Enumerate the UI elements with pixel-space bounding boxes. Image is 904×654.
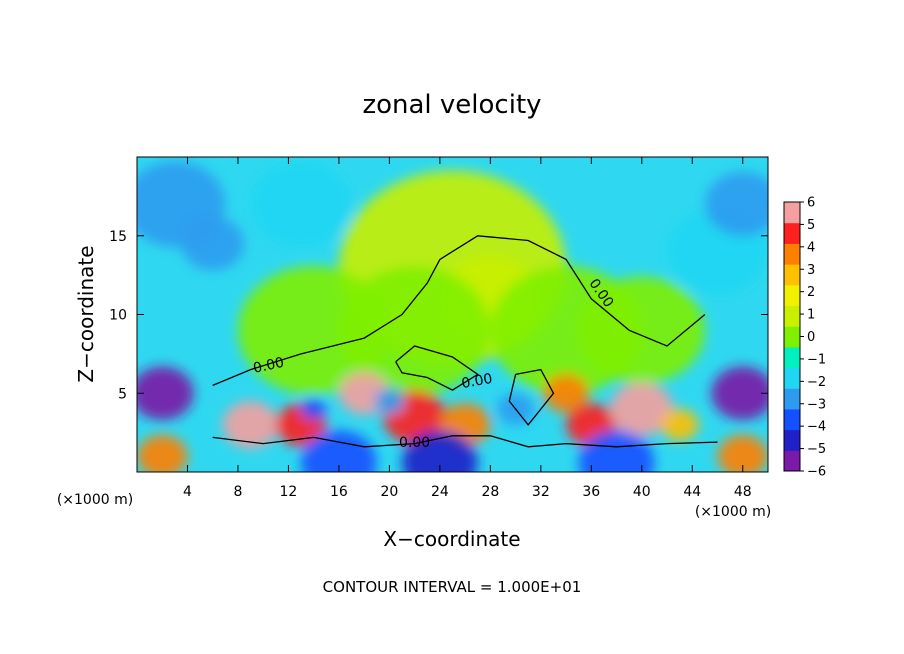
heatmap-blob-22 [374, 388, 405, 414]
colorbar-tick-label-11: −5 [807, 442, 826, 457]
heatmap-field [137, 161, 768, 472]
contour-line-1 [212, 435, 718, 448]
x-unit-right: (×1000 m) [695, 504, 771, 520]
x-tick-label-9: 40 [633, 484, 651, 500]
heatmap-blob-16 [543, 373, 589, 413]
x-unit-left: (×1000 m) [57, 492, 133, 508]
colorbar-swatch-6 [784, 326, 800, 348]
heatmap-blob-19 [660, 408, 699, 441]
colorbar-swatch-5 [784, 346, 800, 369]
colorbar-swatch-2 [784, 408, 800, 431]
contour-line-0 [212, 235, 706, 386]
heatmap-blob-11 [222, 401, 279, 449]
x-tick-label-2: 12 [280, 484, 298, 500]
contour-lines [212, 235, 718, 448]
chart-title: zonal velocity [362, 90, 541, 120]
colorbar-tick-label-7: −1 [807, 352, 826, 367]
x-axis-label: X−coordinate [383, 527, 520, 551]
y-axis-ticks: 5 10 15 [109, 229, 768, 402]
colorbar-swatch-9 [784, 264, 800, 286]
contour-line-2 [395, 345, 479, 391]
colorbar-tick-label-4: 2 [807, 285, 815, 300]
y-tick-label-2: 15 [109, 229, 127, 245]
x-tick-label-8: 36 [582, 484, 600, 500]
heatmap-blob-25 [137, 434, 188, 472]
colorbar: 6 5 4 3 2 1 0 −1 −2 −3 −4 −5 −6 [783, 196, 826, 480]
colorbar-swatch-3 [784, 388, 800, 410]
x-tick-label-5: 24 [431, 484, 449, 500]
plot-area: 0.000.000.000.00 [136, 156, 769, 473]
colorbar-swatch-12 [784, 202, 800, 224]
heatmap-blob-21 [301, 398, 327, 420]
x-tick-label-6: 28 [481, 484, 499, 500]
x-tick-label-4: 20 [380, 484, 398, 500]
heatmap-blob-28 [301, 430, 377, 472]
contour-label-3: 0.00 [399, 435, 430, 451]
colorbar-tick-label-12: −6 [807, 465, 826, 480]
contour-label-2: 0.00 [460, 371, 493, 392]
heatmap-blob-8 [250, 161, 352, 248]
colorbar-swatch-1 [784, 429, 800, 451]
colorbar-tick-label-3: 3 [807, 263, 815, 278]
x-tick-label-0: 4 [183, 484, 192, 500]
colorbar-swatch-7 [784, 305, 800, 327]
colorbar-tick-label-0: 6 [807, 196, 815, 211]
y-tick-label-1: 10 [109, 308, 127, 324]
x-tick-label-3: 16 [330, 484, 348, 500]
colorbar-tick-label-10: −4 [807, 420, 826, 435]
contour-line-3 [508, 368, 555, 426]
contour-label-0: 0.00 [252, 355, 286, 377]
colorbar-tick-label-8: −2 [807, 375, 826, 390]
colorbar-tick-label-2: 4 [807, 240, 815, 255]
x-tick-label-10: 44 [683, 484, 701, 500]
colorbar-swatch-10 [784, 243, 800, 265]
heatmap-blob-5 [578, 276, 705, 384]
heatmap-blob-23 [137, 366, 194, 421]
colorbar-swatch-0 [784, 450, 800, 472]
colorbar-tick-label-5: 1 [807, 308, 815, 323]
colorbar-swatch-4 [784, 367, 800, 389]
x-tick-label-7: 32 [532, 484, 550, 500]
x-tick-label-1: 8 [233, 484, 242, 500]
heatmap-blob-27 [402, 430, 478, 472]
heatmap-blob-18 [610, 382, 674, 436]
heatmap-blob-29 [578, 430, 655, 472]
heatmap-blob-10 [704, 172, 768, 237]
y-axis-label: Z−coordinate [74, 245, 98, 382]
colorbar-tick-label-6: 0 [807, 330, 815, 345]
heatmap-blob-26 [717, 434, 768, 472]
heatmap-blob-7 [137, 161, 226, 248]
x-tick-label-11: 48 [734, 484, 752, 500]
contour-interval-text: CONTOUR INTERVAL = 1.000E+01 [323, 578, 582, 596]
colorbar-tick-label-1: 5 [807, 218, 815, 233]
colorbar-swatch-8 [784, 284, 800, 306]
heatmap-blob-24 [711, 366, 768, 421]
x-axis-ticks: 4 8 12 16 20 24 28 32 36 40 44 48 [183, 157, 752, 500]
y-tick-label-0: 5 [118, 386, 127, 402]
colorbar-tick-label-9: −3 [807, 397, 826, 412]
colorbar-swatch-11 [784, 222, 800, 244]
